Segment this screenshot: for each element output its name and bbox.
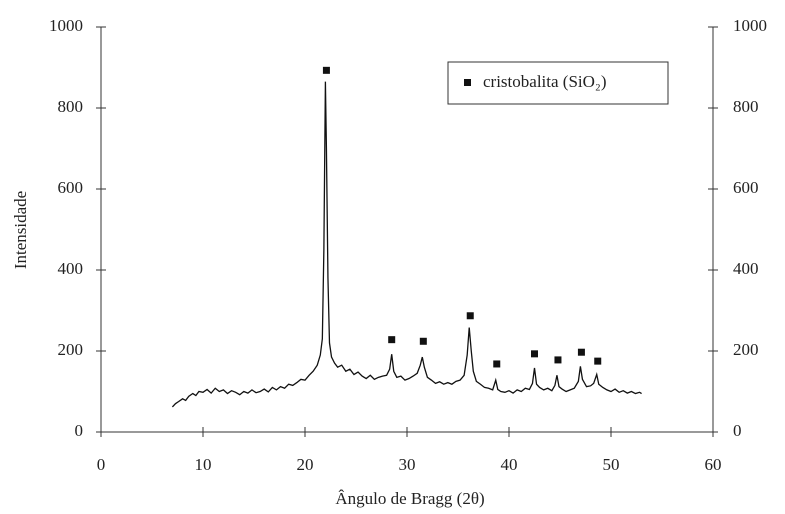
xrd-line	[171, 81, 642, 408]
y2-tick-label: 0	[733, 421, 742, 440]
peak-marker	[531, 350, 538, 358]
y-tick-label: 800	[58, 97, 84, 116]
y-tick-label: 400	[58, 259, 84, 278]
y2-tick-label: 600	[733, 178, 759, 197]
peak-marker	[554, 356, 562, 364]
legend-box	[447, 61, 669, 105]
y2-tick-label: 200	[733, 340, 759, 359]
peak-marker	[493, 360, 501, 368]
peak-marker	[594, 357, 602, 365]
y2-tick-label: 1000	[733, 16, 767, 35]
y-tick-label: 200	[58, 340, 84, 359]
x-tick-label: 50	[603, 455, 620, 474]
peak-marker	[419, 337, 427, 345]
peak-marker	[466, 312, 474, 320]
peak-marker	[577, 348, 585, 356]
x-tick-label: 10	[195, 455, 212, 474]
x-tick-label: 30	[399, 455, 416, 474]
x-tick-label: 60	[705, 455, 722, 474]
y-axis-label: Intensidade	[11, 191, 30, 269]
y2-tick-label: 800	[733, 97, 759, 116]
y2-tick-label: 400	[733, 259, 759, 278]
peak-marker	[322, 66, 330, 74]
x-tick-label: 20	[297, 455, 314, 474]
y-tick-label: 1000	[49, 16, 83, 35]
legend-label: cristobalita (SiO₂)	[483, 72, 606, 91]
y-tick-label: 600	[58, 178, 84, 197]
y-tick-label: 0	[75, 421, 84, 440]
x-tick-label: 0	[97, 455, 106, 474]
x-tick-label: 40	[501, 455, 518, 474]
legend-marker	[464, 79, 471, 86]
x-axis-label: Ângulo de Bragg (2θ)	[335, 489, 484, 508]
peak-marker	[388, 336, 396, 344]
